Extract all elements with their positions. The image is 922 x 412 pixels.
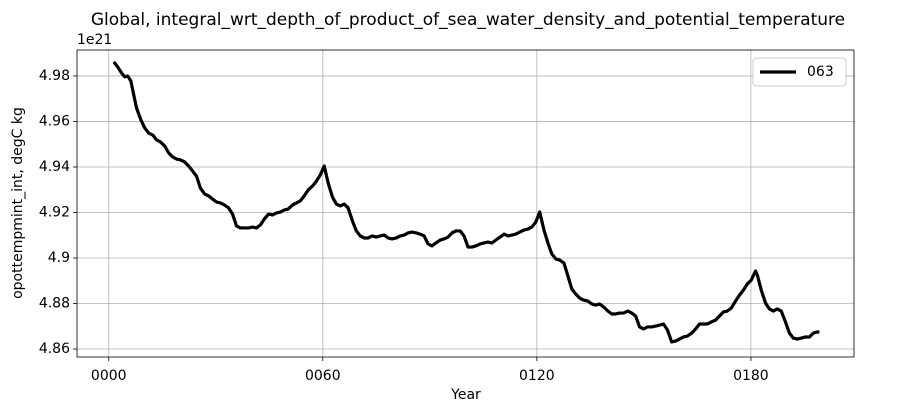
x-tick-label: 0180 xyxy=(733,368,769,384)
y-tick-label: 4.88 xyxy=(39,296,70,312)
x-tick-label: 0060 xyxy=(305,368,341,384)
legend-label: 063 xyxy=(807,64,834,80)
x-tick-label: 0120 xyxy=(519,368,555,384)
y-tick-label: 4.9 xyxy=(48,250,70,266)
y-tick-label: 4.96 xyxy=(39,113,70,129)
y-tick-label: 4.98 xyxy=(39,68,70,84)
y-tick-label: 4.86 xyxy=(39,341,70,357)
legend-box xyxy=(752,57,847,87)
y-offset-label: 1e21 xyxy=(77,32,112,48)
x-tick-label: 0000 xyxy=(91,368,127,384)
y-axis-label: opottempmint_int, degC kg xyxy=(10,107,26,299)
y-tick-label: 4.92 xyxy=(39,204,70,220)
plot-frame xyxy=(76,49,855,358)
y-tick-label: 4.94 xyxy=(39,159,70,175)
x-axis-label: Year xyxy=(450,387,481,403)
chart-title: Global, integral_wrt_depth_of_product_of… xyxy=(91,10,845,30)
data-line xyxy=(112,60,820,344)
